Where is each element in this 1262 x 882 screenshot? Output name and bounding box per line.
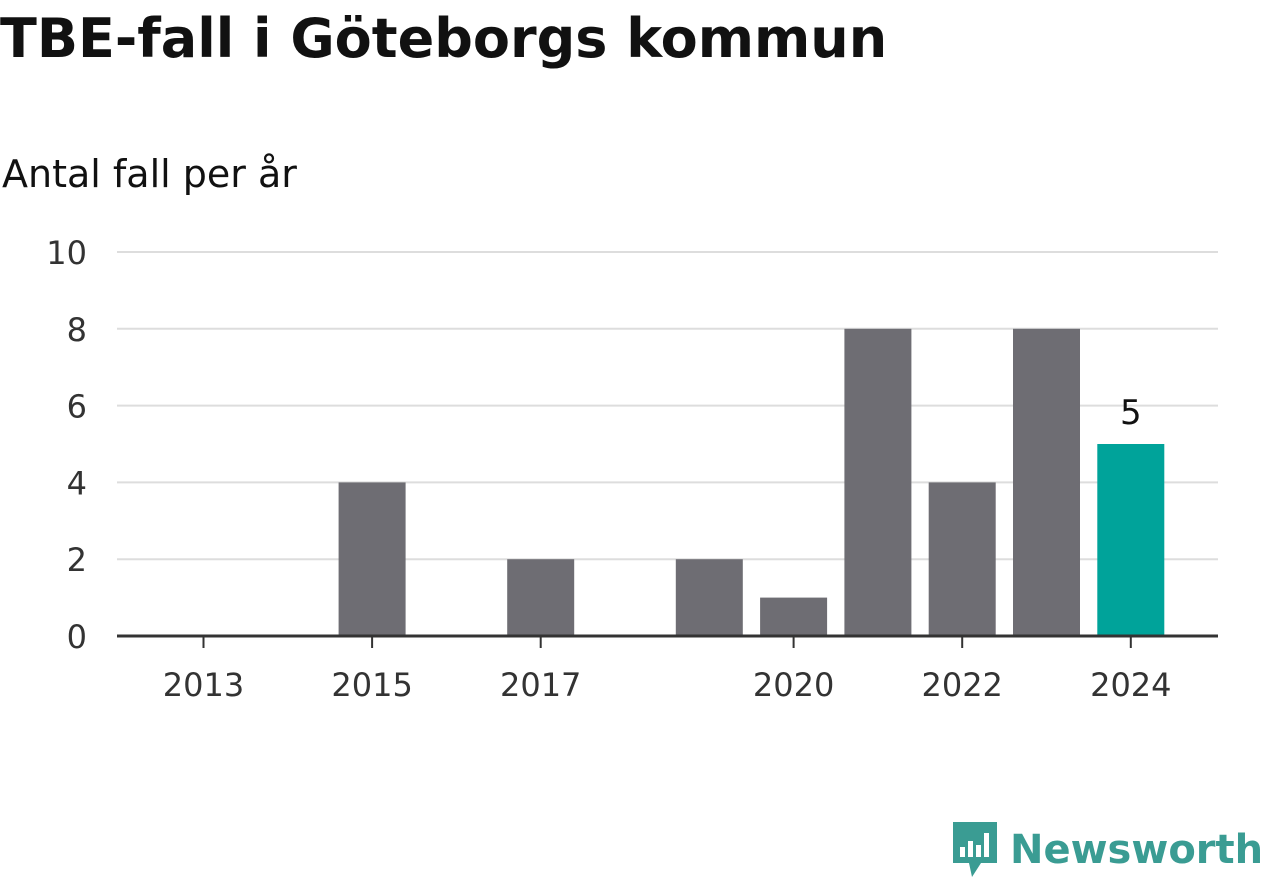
bar: [928, 482, 996, 636]
y-tick-label: 8: [67, 311, 87, 349]
bar: [507, 559, 575, 636]
bar: [1013, 328, 1080, 636]
y-tick-label: 6: [67, 388, 87, 426]
y-tick-label: 0: [67, 618, 87, 656]
x-tick-label: 2013: [163, 666, 244, 704]
bar: [338, 482, 406, 636]
newsworthy-logo: Newsworthy: [950, 818, 1262, 882]
x-tick-label: 2017: [500, 666, 581, 704]
x-tick-label: 2022: [921, 666, 1002, 704]
bar-highlight: [1097, 444, 1165, 636]
bar: [675, 559, 743, 636]
data-label: 5: [1120, 393, 1142, 433]
x-tick-label: 2020: [753, 666, 834, 704]
bar: [844, 328, 912, 636]
y-tick-label: 4: [67, 464, 87, 502]
chart-subtitle: Antal fall per år: [2, 152, 297, 196]
x-tick-label: 2015: [331, 666, 412, 704]
y-tick-label: 10: [46, 234, 87, 272]
logo-text: Newsworthy: [1010, 827, 1262, 873]
y-tick-label: 2: [67, 541, 87, 579]
newsworthy-chart-icon: [953, 822, 997, 877]
chart-title: TBE-fall i Göteborgs kommun: [0, 7, 888, 70]
bar: [760, 597, 828, 636]
x-tick-label: 2024: [1090, 666, 1171, 704]
